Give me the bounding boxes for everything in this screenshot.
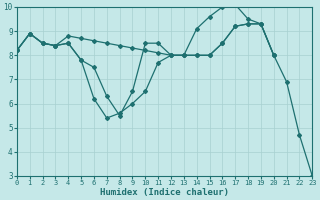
X-axis label: Humidex (Indice chaleur): Humidex (Indice chaleur) [100, 188, 229, 197]
